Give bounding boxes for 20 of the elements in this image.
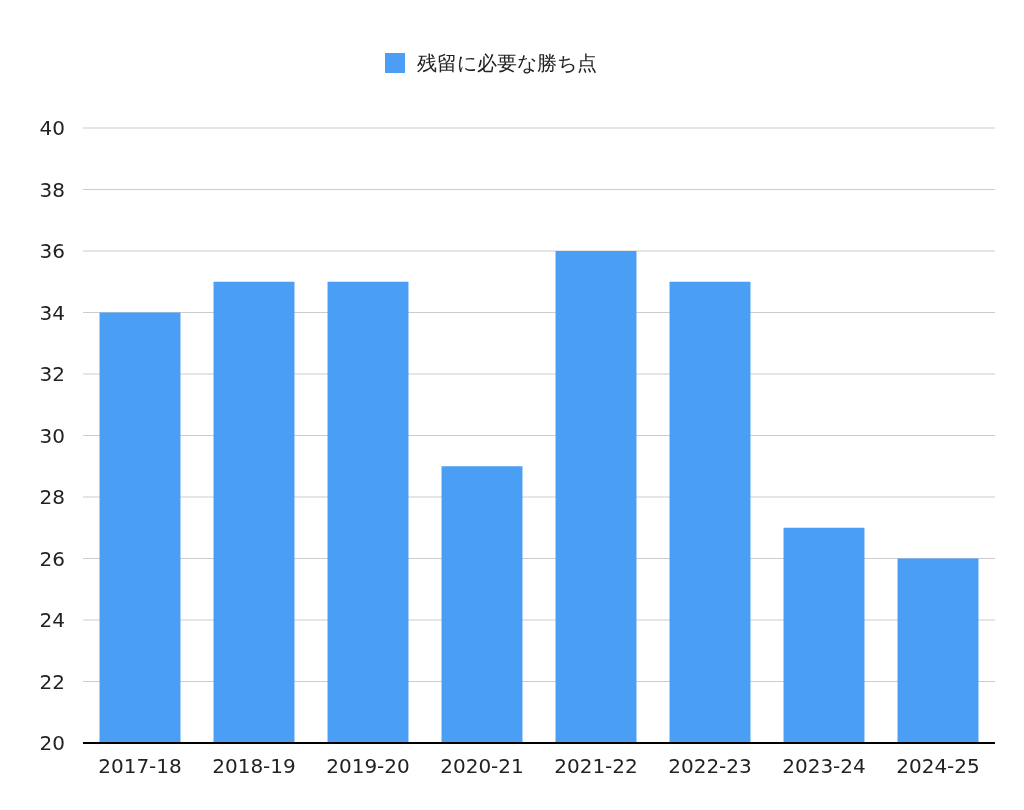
x-tick-label: 2017-18 bbox=[98, 754, 182, 778]
x-tick-label: 2021-22 bbox=[554, 754, 638, 778]
y-tick-label: 20 bbox=[39, 731, 65, 755]
y-tick-label: 34 bbox=[39, 300, 65, 325]
x-tick-label: 2024-25 bbox=[896, 754, 980, 778]
x-tick-label: 2023-24 bbox=[782, 754, 866, 778]
y-tick-label: 22 bbox=[39, 669, 65, 694]
x-tick-label: 2018-19 bbox=[212, 754, 296, 778]
y-tick-label: 30 bbox=[39, 423, 65, 448]
y-tick-label: 28 bbox=[39, 485, 65, 509]
y-tick-label: 38 bbox=[39, 177, 65, 202]
y-tick-label: 36 bbox=[39, 239, 65, 263]
y-tick-label: 26 bbox=[39, 546, 65, 571]
x-tick-label: 2020-21 bbox=[440, 754, 524, 778]
y-tick-label: 40 bbox=[39, 116, 65, 140]
legend-label: 残留に必要な勝ち点 bbox=[417, 51, 597, 75]
y-tick-label: 32 bbox=[39, 362, 65, 386]
x-tick-label: 2019-20 bbox=[326, 754, 410, 778]
x-tick-label: 2022-23 bbox=[668, 754, 752, 778]
y-tick-label: 24 bbox=[39, 608, 65, 632]
